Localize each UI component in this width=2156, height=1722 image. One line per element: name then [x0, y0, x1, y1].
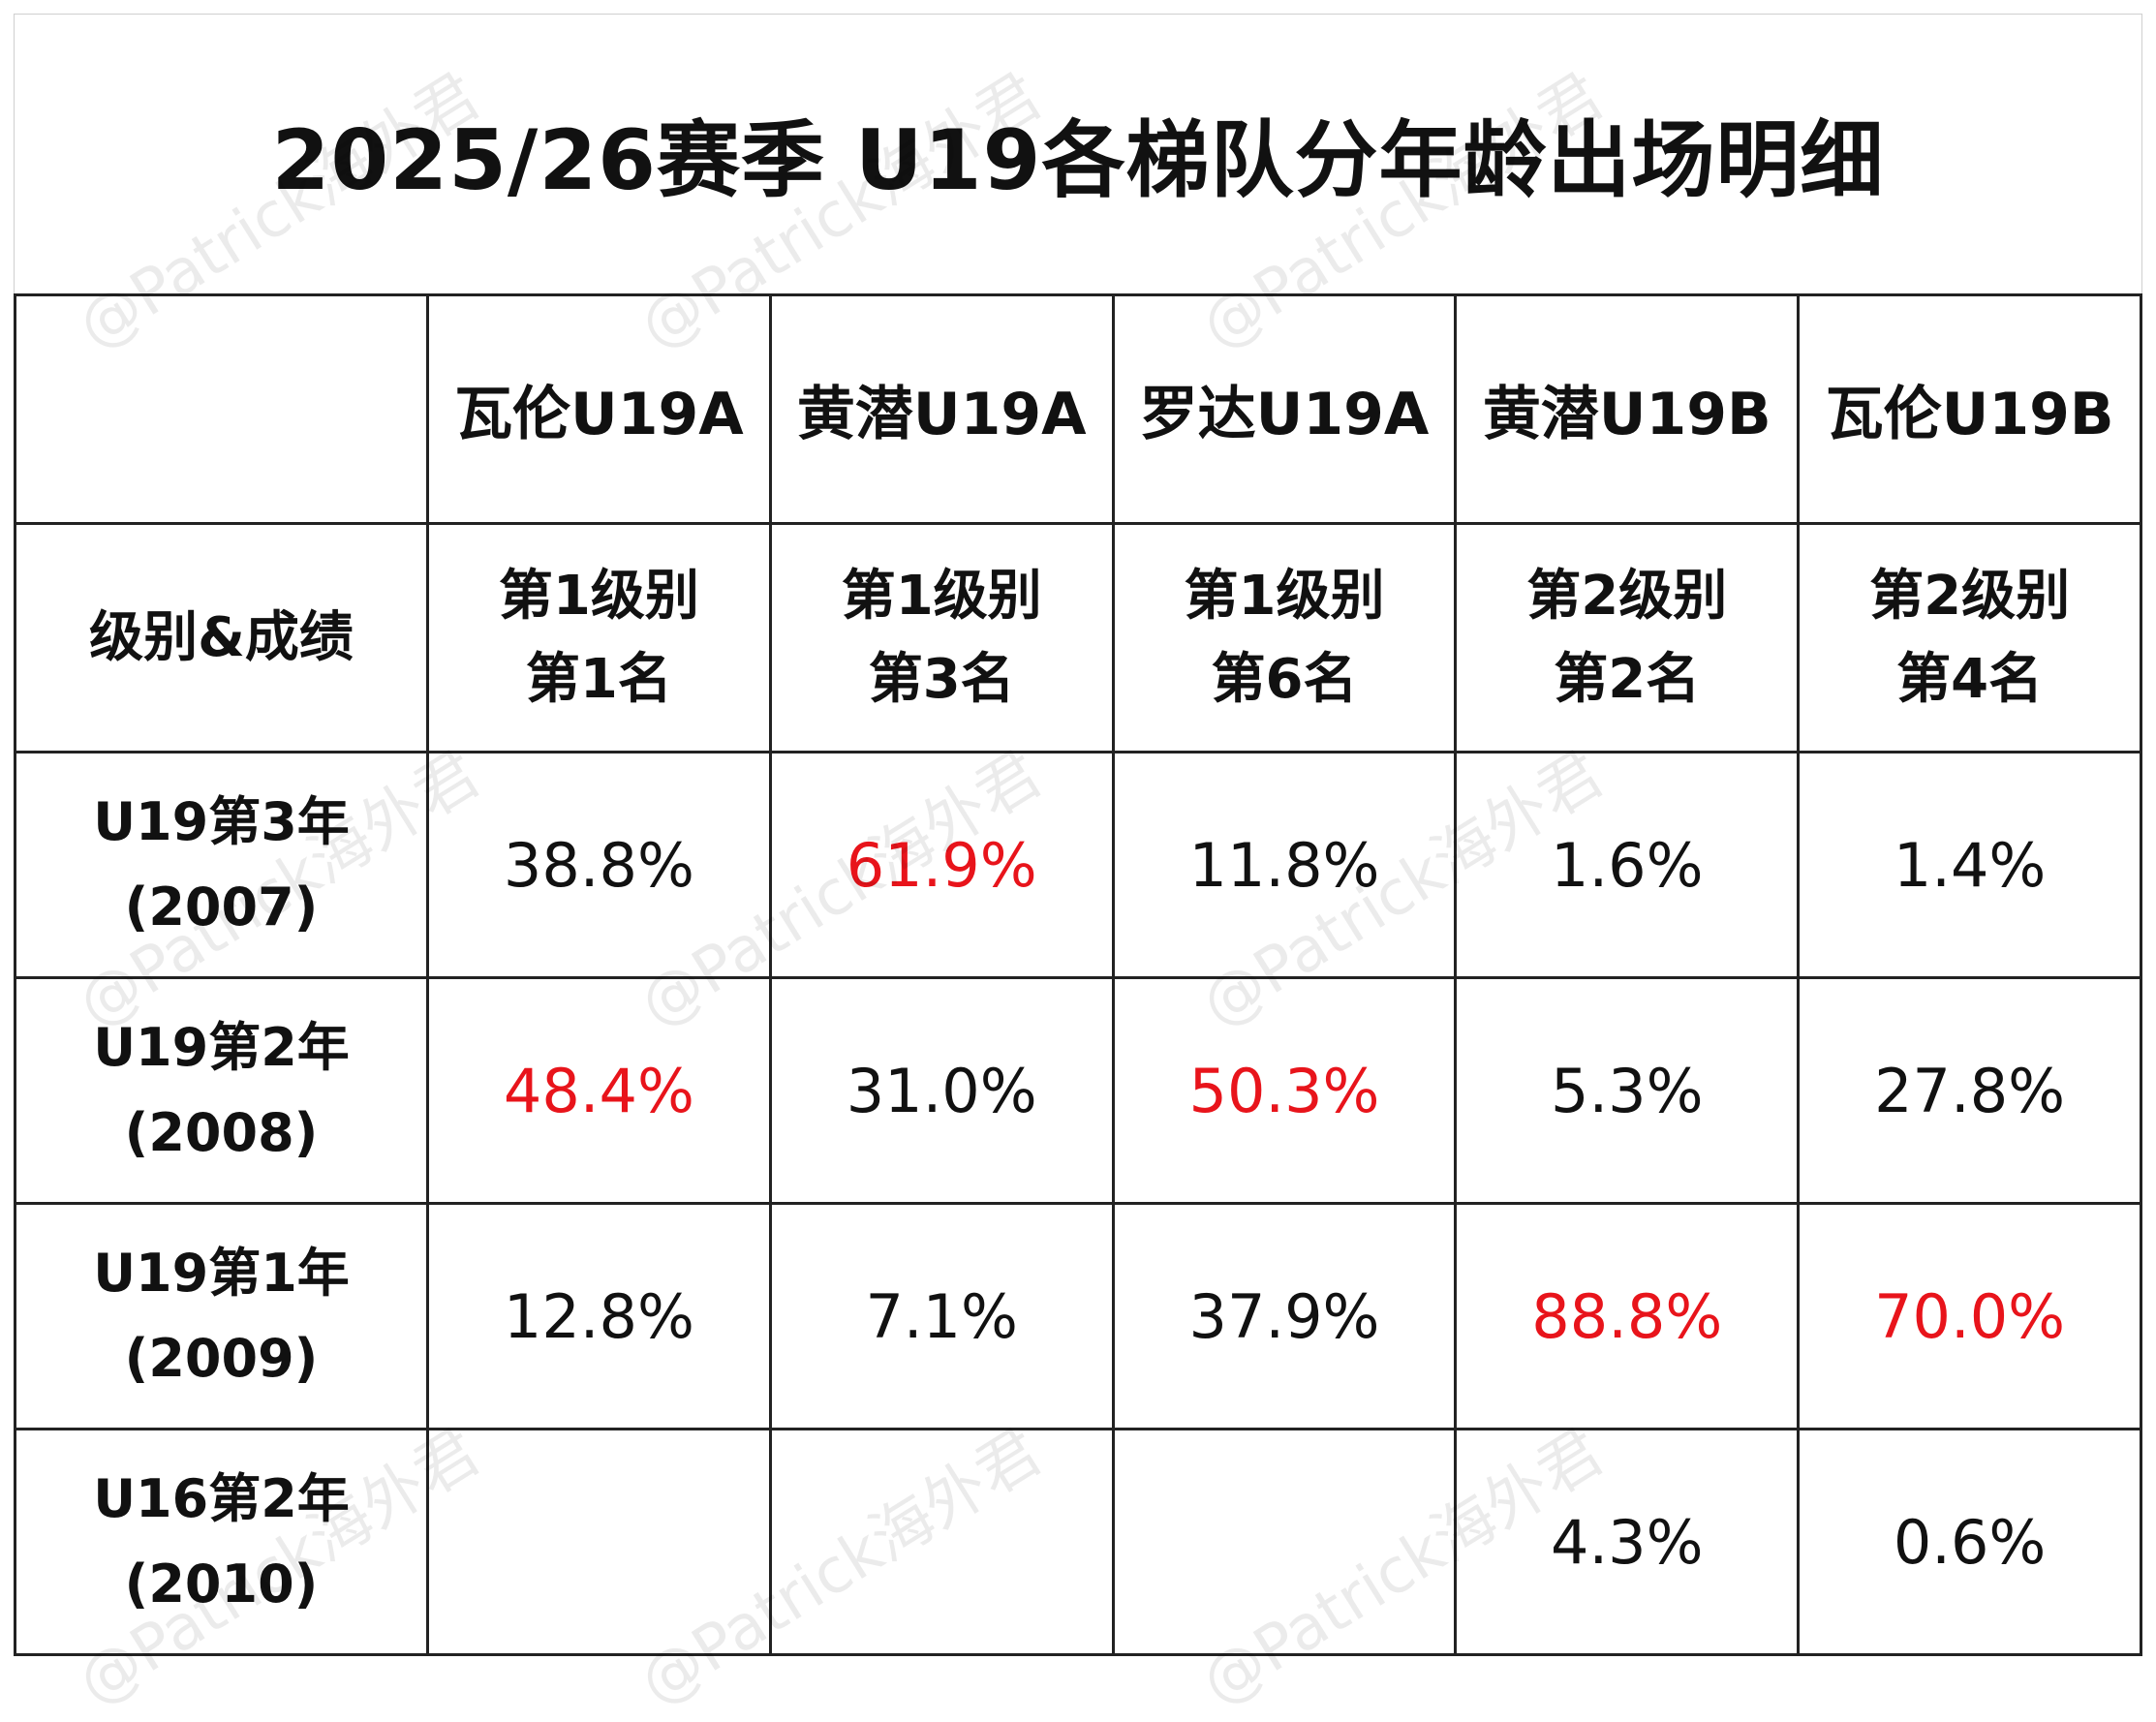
row-label: U19第3年 (2007) — [14, 751, 429, 979]
row-label-age: U16第2年 — [93, 1468, 350, 1529]
data-table: 瓦伦U19A 黄潜U19A 罗达U19A 黄潜U19B 瓦伦U19B 级别&成绩… — [14, 293, 2142, 1656]
row-label-age: U19第2年 — [93, 1017, 350, 1078]
table-row: U19第2年 (2008) 48.4% 31.0% 50.3% 5.3% 27.8% — [14, 976, 2142, 1205]
value-cell: 1.6% — [1454, 751, 1801, 979]
level-row: 级别&成绩 第1级别 第1名 第1级别 第3名 第1级别 第6名 第2级别 第2… — [14, 522, 2142, 753]
chart-title: 2025/26赛季 U19各梯队分年龄出场明细 — [271, 112, 1885, 209]
level-cell: 第2级别 第2名 — [1454, 522, 1801, 753]
row-label-year: (2010) — [124, 1553, 319, 1614]
level-cell: 第1级别 第3名 — [768, 522, 1115, 753]
corner-cell — [14, 293, 429, 525]
row-label-year: (2009) — [124, 1328, 319, 1389]
column-header: 黄潜U19B — [1454, 293, 1801, 525]
column-header: 瓦伦U19B — [1797, 293, 2142, 525]
row-label: U19第1年 (2009) — [14, 1202, 429, 1430]
rank-text: 第1名 — [525, 647, 672, 711]
header-row: 瓦伦U19A 黄潜U19A 罗达U19A 黄潜U19B 瓦伦U19B — [14, 293, 2142, 525]
table-row: U19第1年 (2009) 12.8% 7.1% 37.9% 88.8% 70.0% — [14, 1202, 2142, 1430]
value-cell: 48.4% — [426, 976, 772, 1205]
column-header: 黄潜U19A — [768, 293, 1115, 525]
column-header: 罗达U19A — [1111, 293, 1458, 525]
value-cell: 50.3% — [1111, 976, 1458, 1205]
rank-text: 第2名 — [1554, 647, 1701, 711]
value-cell: 31.0% — [768, 976, 1115, 1205]
value-cell: 7.1% — [768, 1202, 1115, 1430]
level-cell: 第1级别 第6名 — [1111, 522, 1458, 753]
row-label: U16第2年 (2010) — [14, 1428, 429, 1656]
value-cell — [1111, 1428, 1458, 1656]
value-cell: 11.8% — [1111, 751, 1458, 979]
value-cell: 4.3% — [1454, 1428, 1801, 1656]
value-cell: 70.0% — [1797, 1202, 2142, 1430]
value-cell: 61.9% — [768, 751, 1115, 979]
row-label-age: U19第3年 — [93, 791, 350, 852]
row-label-year: (2008) — [124, 1102, 319, 1163]
value-cell: 0.6% — [1797, 1428, 2142, 1656]
level-cell: 第2级别 第4名 — [1797, 522, 2142, 753]
value-cell: 1.4% — [1797, 751, 2142, 979]
rank-text: 第6名 — [1211, 647, 1358, 711]
row-label: U19第2年 (2008) — [14, 976, 429, 1205]
column-header: 瓦伦U19A — [426, 293, 772, 525]
level-row-label: 级别&成绩 — [14, 522, 429, 753]
value-cell: 88.8% — [1454, 1202, 1801, 1430]
row-label-year: (2007) — [124, 876, 319, 938]
level-text: 第1级别 — [498, 564, 699, 628]
level-text: 第1级别 — [1184, 564, 1385, 628]
level-cell: 第1级别 第1名 — [426, 522, 772, 753]
rank-text: 第3名 — [868, 647, 1015, 711]
level-text: 第2级别 — [1869, 564, 2071, 628]
level-text: 第1级别 — [841, 564, 1042, 628]
value-cell — [426, 1428, 772, 1656]
value-cell: 5.3% — [1454, 976, 1801, 1205]
value-cell: 12.8% — [426, 1202, 772, 1430]
table-row: U19第3年 (2007) 38.8% 61.9% 11.8% 1.6% 1.4% — [14, 751, 2142, 979]
row-label-age: U19第1年 — [93, 1243, 350, 1304]
value-cell: 27.8% — [1797, 976, 2142, 1205]
table-row: U16第2年 (2010) 4.3% 0.6% — [14, 1428, 2142, 1656]
value-cell — [768, 1428, 1115, 1656]
level-text: 第2级别 — [1526, 564, 1728, 628]
value-cell: 37.9% — [1111, 1202, 1458, 1430]
rank-text: 第4名 — [1896, 647, 2044, 711]
value-cell: 38.8% — [426, 751, 772, 979]
